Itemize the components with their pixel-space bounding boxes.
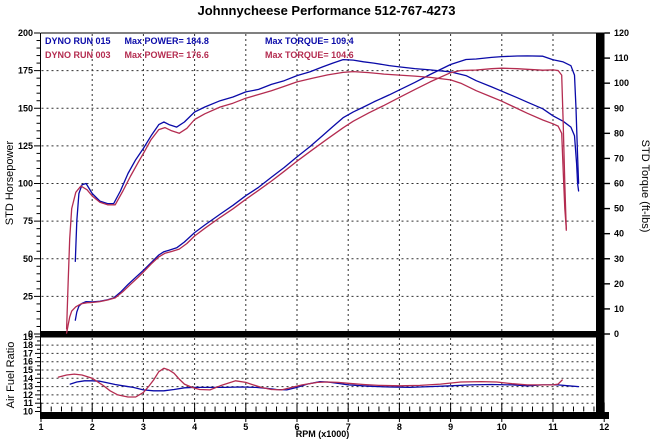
right-axis-bar: [596, 33, 605, 419]
afr-tick-label: 18: [23, 340, 33, 350]
rpm-tick-label: 6: [294, 422, 299, 432]
curve-run003-afr: [57, 367, 563, 398]
torque-tick-label: 40: [614, 229, 624, 239]
afr-tick-label: 12: [23, 390, 33, 400]
rpm-tick-label: 7: [346, 422, 351, 432]
hp-tick-label: 125: [18, 141, 33, 151]
rpm-tick-label: 1: [38, 422, 43, 432]
chart-title: Johnnycheese Performance 512-767-4273: [197, 3, 456, 18]
legend-run-003-max-torque: Max TORQUE= 104.6: [265, 50, 354, 60]
afr-tick-label: 17: [23, 348, 33, 358]
legend-run-015-max-power: Max POWER= 184.8: [124, 36, 209, 46]
rpm-tick-label: 8: [397, 422, 402, 432]
hp-tick-label: 0: [28, 329, 33, 339]
torque-tick-label: 120: [614, 28, 629, 38]
curve-run015-torque: [74, 58, 580, 262]
afr-tick-label: 19: [23, 332, 33, 342]
afr-tick-label: 10: [23, 407, 33, 417]
torque-tick-label: 50: [614, 204, 624, 214]
legend-run-015-max-torque: Max TORQUE= 109.4: [265, 36, 354, 46]
rpm-tick-label: 5: [243, 422, 248, 432]
curve-run003-torque: [65, 70, 567, 330]
hp-tick-label: 75: [23, 216, 33, 226]
torque-tick-label: 110: [614, 53, 629, 63]
afr-tick-label: 13: [23, 382, 33, 392]
mid-axis-bar: [40, 331, 605, 338]
rpm-tick-label: 10: [497, 422, 507, 432]
torque-tick-label: 100: [614, 78, 629, 88]
bottom-axis-bar: [40, 412, 609, 419]
torque-tick-label: 80: [614, 128, 624, 138]
rpm-tick-label: 3: [141, 422, 146, 432]
legend-run-015: DYNO RUN 015 Max POWER= 184.8: [45, 36, 209, 46]
torque-tick-label: 70: [614, 153, 624, 163]
curve-run015-hp: [74, 55, 580, 321]
afr-tick-label: 16: [23, 357, 33, 367]
rpm-tick-label: 2: [90, 422, 95, 432]
hp-tick-label: 100: [18, 179, 33, 189]
afr-tick-label: 11: [23, 398, 33, 408]
hp-tick-label: 25: [23, 291, 33, 301]
hp-tick-label: 50: [23, 254, 33, 264]
legend-run-003-max-power: Max POWER= 176.6: [124, 50, 209, 60]
hp-tick-label: 175: [18, 66, 33, 76]
rpm-tick-label: 4: [192, 422, 197, 432]
x-axis-title: RPM (x1000): [295, 429, 350, 439]
afr-tick-label: 14: [23, 373, 33, 383]
afr-axis-title: Air Fuel Ratio: [5, 341, 17, 409]
legend-run-003-name: DYNO RUN 003: [45, 50, 111, 60]
left-axis-title: STD Horsepower: [4, 140, 16, 226]
legend-run-015-name: DYNO RUN 015: [45, 36, 111, 46]
torque-tick-label: 30: [614, 254, 624, 264]
rpm-tick-label: 9: [448, 422, 453, 432]
legend-run-003: DYNO RUN 003 Max POWER= 176.6: [45, 50, 209, 60]
torque-tick-label: 0: [614, 329, 619, 339]
torque-tick-label: 60: [614, 179, 624, 189]
afr-tick-label: 15: [23, 365, 33, 375]
rpm-tick-label: 12: [599, 422, 609, 432]
right-axis-title: STD Torque (ft-lbs): [639, 139, 651, 233]
hp-tick-label: 200: [18, 28, 33, 38]
torque-tick-label: 10: [614, 304, 624, 314]
hp-tick-label: 150: [18, 103, 33, 113]
torque-tick-label: 90: [614, 103, 624, 113]
curve-run003-hp: [65, 67, 567, 334]
rpm-tick-label: 11: [548, 422, 558, 432]
torque-tick-label: 20: [614, 279, 624, 289]
